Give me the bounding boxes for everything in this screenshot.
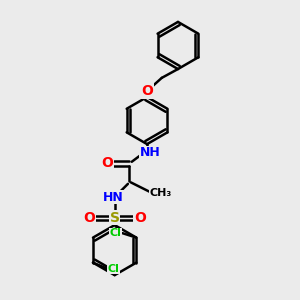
Text: O: O [134,211,146,225]
Text: O: O [101,156,113,170]
Text: O: O [141,84,153,98]
Text: S: S [110,211,120,225]
Text: O: O [84,211,96,225]
Text: HN: HN [103,190,124,204]
Text: CH₃: CH₃ [149,188,171,198]
Text: NH: NH [140,146,160,159]
Text: Cl: Cl [108,263,119,274]
Text: Cl: Cl [110,228,122,238]
